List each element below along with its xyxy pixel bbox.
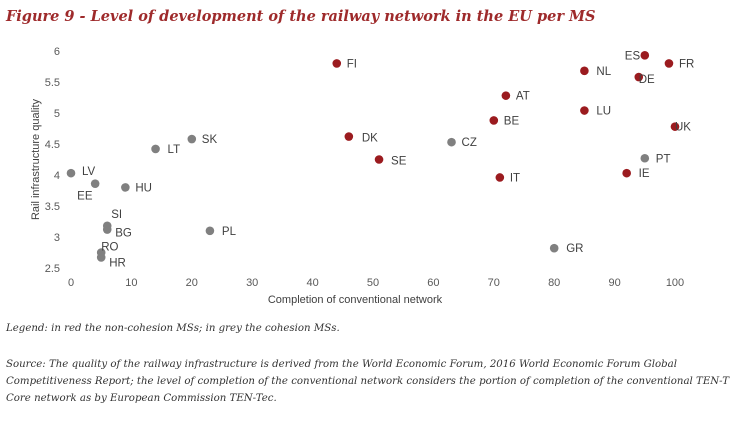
- point-bg: [102, 225, 112, 234]
- point-es: [640, 51, 650, 60]
- point-be: [489, 116, 499, 125]
- x-tick-label: 60: [427, 277, 439, 289]
- point-uk: [670, 122, 680, 131]
- point-label-fr: FR: [679, 58, 694, 70]
- point-it: [495, 173, 505, 182]
- point-label-es: ES: [625, 50, 641, 62]
- point-fi: [332, 59, 342, 68]
- x-tick-label: 100: [666, 277, 684, 289]
- point-label-be: BE: [504, 115, 520, 127]
- point-hr: [96, 253, 106, 262]
- x-axis-ticks: 0 10 20 30 40 50 60 70 80 90 100: [68, 277, 684, 289]
- point-lt: [151, 144, 160, 154]
- point-label-dk: DK: [362, 133, 378, 145]
- point-lv: [66, 168, 76, 178]
- point-label-lt: LT: [168, 144, 181, 156]
- point-label-uk: UK: [675, 122, 691, 134]
- point-ie: [622, 168, 631, 178]
- point-label-ro: RO: [101, 242, 118, 254]
- source-note: Source: The quality of the railway infra…: [6, 359, 730, 404]
- y-tick-label: 4: [54, 170, 60, 182]
- point-labels: FI DK SE AT BE IT NL LU ES FR DE UK IE LV EE HU LT SK SI BG…: [77, 50, 694, 269]
- y-tick-label: 5.5: [45, 77, 60, 89]
- point-dk: [344, 132, 354, 141]
- point-lu: [580, 106, 589, 115]
- point-label-gr: GR: [566, 243, 583, 255]
- point-de: [634, 72, 644, 82]
- y-tick-label: 4.5: [45, 139, 60, 151]
- point-label-lv: LV: [82, 166, 96, 178]
- point-label-pt: PT: [656, 153, 671, 165]
- x-tick-label: 0: [68, 277, 74, 289]
- point-label-nl: NL: [596, 66, 611, 78]
- point-label-de: DE: [639, 74, 655, 86]
- data-points: [66, 51, 680, 262]
- point-label-at: AT: [516, 91, 530, 103]
- legend-note: Legend: in red the non-cohesion MSs; in …: [6, 323, 340, 334]
- point-label-lu: LU: [596, 106, 611, 118]
- x-tick-label: 10: [125, 277, 137, 289]
- scatter-chart: 2.533.544.555.56 0 10 20 30 40 50 60 70 80 90 100 …: [30, 46, 694, 306]
- point-hu: [121, 183, 130, 192]
- point-se: [374, 155, 384, 164]
- y-tick-label: 5: [54, 108, 60, 120]
- point-label-it: IT: [510, 172, 520, 184]
- point-pt: [640, 153, 650, 163]
- x-tick-label: 50: [367, 277, 379, 289]
- point-label-bg: BG: [115, 228, 132, 240]
- y-axis-ticks: 2.5 3 3.5 4 4.5 5 5.5 6: [45, 46, 60, 275]
- x-tick-label: 40: [306, 277, 318, 289]
- y-tick-label: 6: [54, 46, 60, 58]
- x-tick-label: 30: [246, 277, 258, 289]
- point-cz: [447, 137, 456, 147]
- x-tick-label: 70: [488, 277, 500, 289]
- x-tick-label: 90: [608, 277, 620, 289]
- point-label-pl: PL: [222, 226, 237, 238]
- point-label-ee: EE: [77, 191, 93, 203]
- point-label-sk: SK: [202, 134, 218, 146]
- point-at: [501, 91, 511, 100]
- y-axis-title: Rail infrastructure quality: [30, 98, 42, 220]
- point-label-fi: FI: [347, 58, 357, 70]
- point-label-ie: IE: [639, 168, 650, 180]
- point-label-hu: HU: [135, 182, 152, 194]
- point-gr: [549, 243, 559, 253]
- x-axis-title: Completion of conventional network: [268, 294, 443, 306]
- figure-title: Figure 9 - Level of development of the r…: [6, 8, 596, 25]
- point-fr: [664, 59, 674, 68]
- point-label-cz: CZ: [462, 137, 477, 149]
- point-sk: [187, 134, 197, 144]
- point-label-si: SI: [111, 209, 122, 221]
- point-nl: [580, 66, 589, 76]
- point-label-hr: HR: [109, 257, 126, 269]
- x-tick-label: 20: [186, 277, 198, 289]
- y-tick-label: 3: [54, 232, 60, 244]
- y-tick-label: 3.5: [45, 201, 60, 213]
- point-label-se: SE: [391, 156, 407, 168]
- y-tick-label: 2.5: [45, 263, 60, 275]
- point-pl: [205, 226, 215, 236]
- x-tick-label: 80: [548, 277, 560, 289]
- point-ee: [90, 179, 100, 188]
